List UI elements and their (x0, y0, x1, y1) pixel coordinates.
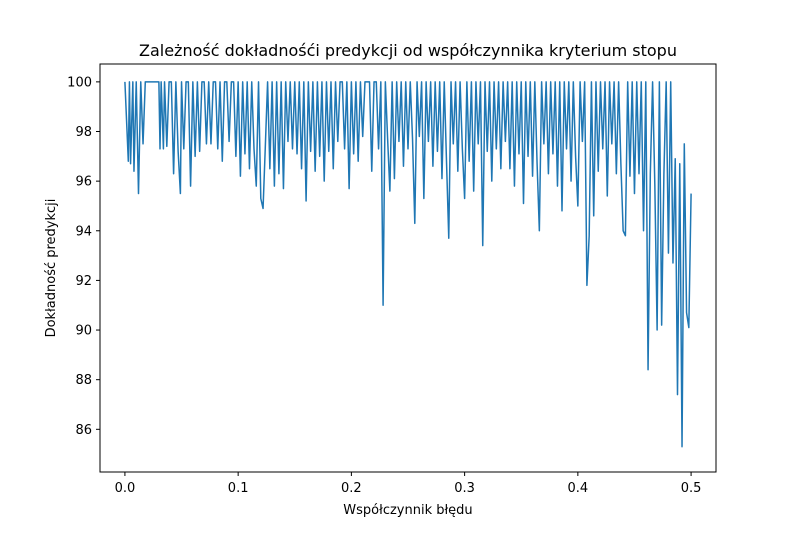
axes-frame (99, 63, 717, 473)
x-tick-label: 0.4 (568, 481, 589, 496)
x-axis-label: Współczynnik błędu (343, 503, 472, 518)
x-tick-label: 0.5 (681, 481, 702, 496)
x-tick-label: 0.2 (341, 481, 362, 496)
y-tick-label: 90 (75, 324, 92, 339)
y-tick-label: 86 (75, 423, 92, 438)
y-axis: 86 88 90 92 94 96 98 100 (67, 75, 100, 438)
y-tick-label: 100 (67, 75, 92, 90)
x-tick-label: 0.1 (228, 481, 249, 496)
chart-title: Zależność dokładnośći predykcji od współ… (139, 41, 677, 60)
y-tick-label: 98 (75, 125, 92, 140)
plot-area (124, 81, 692, 448)
series-line-1 (124, 81, 692, 448)
y-axis-label: Dokładność predykcji (44, 199, 59, 338)
x-tick-label: 0.3 (454, 481, 475, 496)
y-tick-label: 94 (75, 224, 92, 239)
x-tick-label: 0.0 (115, 481, 136, 496)
y-tick-label: 96 (75, 175, 92, 190)
y-tick-label: 88 (75, 373, 92, 388)
x-axis: 0.0 0.1 0.2 0.3 0.4 0.5 (115, 472, 702, 496)
y-tick-label: 92 (75, 274, 92, 289)
